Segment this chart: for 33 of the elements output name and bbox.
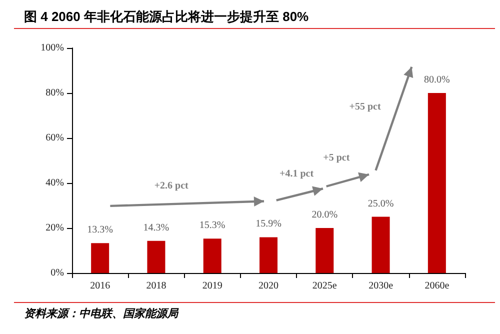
chart-title: 图 4 2060 年非化石能源占比将进一步提升至 80%	[24, 8, 309, 26]
data-label: 13.3%	[87, 224, 113, 236]
bar	[428, 93, 446, 273]
data-label: 15.9%	[256, 218, 282, 230]
x-tick-label: 2016	[90, 280, 110, 292]
bar	[203, 238, 222, 273]
y-tick-label: 100%	[40, 42, 64, 54]
bar	[147, 240, 166, 273]
bar	[91, 243, 110, 273]
annotation: +5 pct	[323, 152, 350, 164]
annotation: +2.6 pct	[154, 180, 190, 192]
x-tick-label: 2025e	[312, 280, 338, 292]
y-tick-label: 20%	[46, 222, 64, 234]
data-label: 14.3%	[143, 222, 170, 234]
y-tick-label: 80%	[46, 88, 64, 98]
bar	[372, 216, 390, 273]
text: 资料来源：中电联、国家能源局	[24, 306, 178, 321]
data-label: 80.0%	[424, 74, 450, 86]
bar	[260, 237, 278, 273]
annotation: +55 pct	[349, 102, 382, 113]
y-tick-label: 0%	[50, 268, 64, 278]
x-tick-label: 2020	[258, 280, 278, 292]
y-tick-label: 40%	[46, 178, 64, 188]
x-tick-label: 2030e	[368, 280, 394, 292]
x-tick-label: 2019	[202, 280, 222, 292]
bar	[316, 228, 334, 273]
data-label: 15.3%	[199, 220, 226, 232]
y-tick-label: 60%	[46, 132, 64, 144]
x-tick-label: 2060e	[424, 280, 450, 292]
data-label: 25.0%	[368, 198, 394, 210]
annotation: +4.1 pct	[280, 168, 314, 180]
data-label: 20.0%	[312, 210, 338, 220]
x-tick-label: 2018	[146, 280, 166, 292]
